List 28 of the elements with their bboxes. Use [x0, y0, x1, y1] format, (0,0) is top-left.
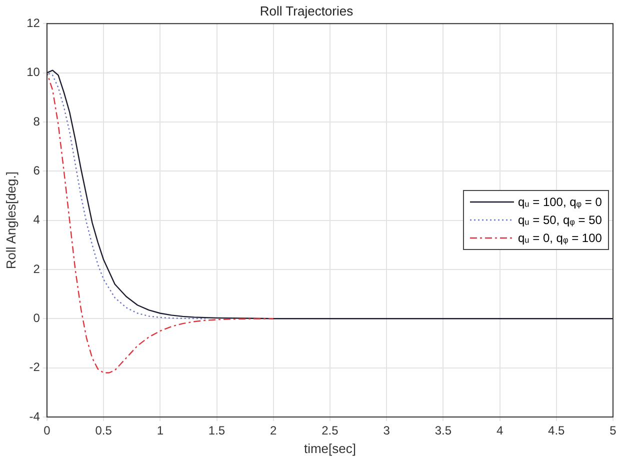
- legend-label: qᵤ = 100, qᵩ = 0: [518, 195, 602, 210]
- line-series: [46, 72, 206, 320]
- x-tick-label: 3.5: [434, 424, 452, 438]
- y-tick-label: 8: [33, 114, 40, 128]
- y-tick-label: -2: [29, 360, 40, 374]
- x-tick-label: 0.5: [95, 424, 112, 438]
- chart-title: Roll Trajectories: [260, 3, 354, 18]
- y-tick-label: 0: [33, 310, 40, 325]
- y-tick-label: -4: [29, 409, 40, 424]
- x-tick-label: 4: [496, 424, 504, 438]
- y-axis-title: Roll Angles[deg.]: [3, 172, 18, 270]
- x-tick-label: 4.5: [548, 424, 566, 438]
- x-tick-label: 2.5: [322, 424, 339, 438]
- x-tick-label: 0: [44, 424, 51, 438]
- y-tick-label: 6: [33, 163, 40, 178]
- x-tick-label: 5: [610, 424, 617, 438]
- y-tick-label: 10: [26, 65, 40, 80]
- x-axis-title: time[sec]: [304, 440, 356, 456]
- x-tick-label: 3: [383, 424, 390, 438]
- legend-label: qᵤ = 0, qᵩ = 100: [518, 231, 602, 246]
- x-tick-label: 1.5: [208, 424, 226, 438]
- y-tick-label: 12: [26, 16, 40, 30]
- x-tick-label: 1: [156, 424, 164, 438]
- y-tick-label: 2: [33, 262, 40, 276]
- legend-label: qᵤ = 50, qᵩ = 50: [518, 213, 602, 228]
- x-tick-label: 2: [270, 424, 278, 438]
- y-tick-label: 4: [33, 212, 40, 227]
- line-series: [46, 72, 274, 374]
